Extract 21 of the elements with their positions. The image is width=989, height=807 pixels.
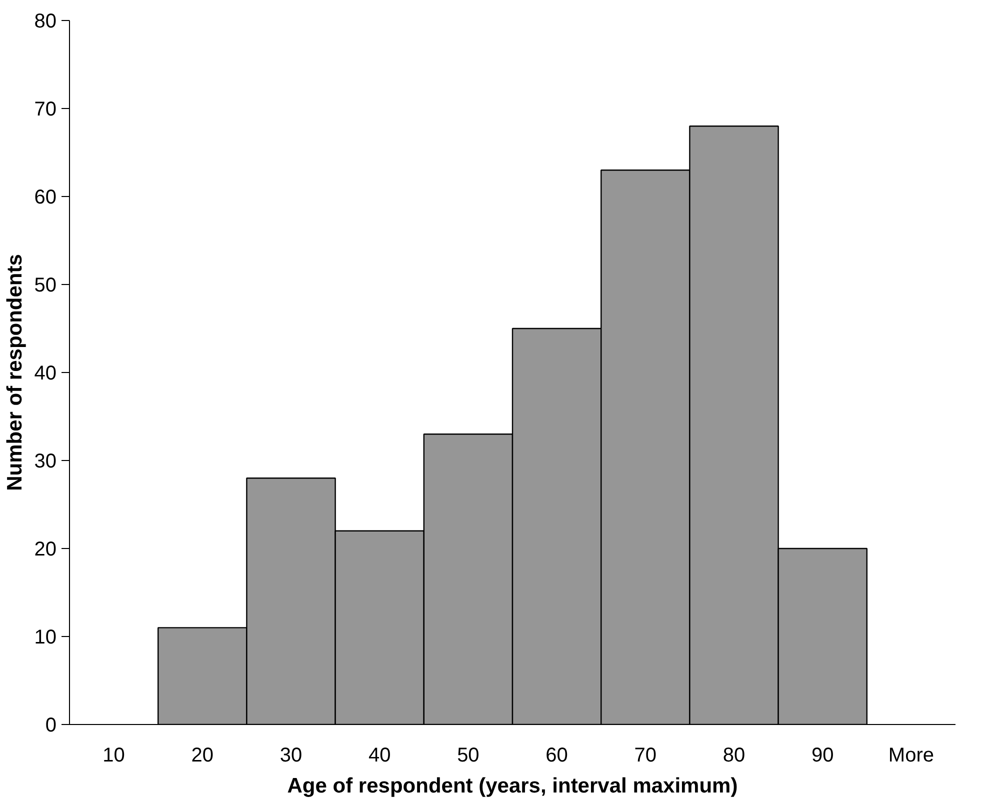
y-tick-label: 10 [34,626,57,648]
x-tick-label: 20 [191,744,214,766]
y-axis-title: Number of respondents [3,254,26,491]
x-tick-label: 50 [457,744,480,766]
y-tick-label: 30 [34,450,57,472]
x-tick-label: 80 [722,744,746,766]
x-tick-label: 40 [368,744,391,766]
x-tick-label: 60 [546,744,568,766]
x-tick-label: 10 [102,744,125,766]
x-tick-label: 70 [634,744,657,766]
y-tick-label: 70 [34,98,57,120]
y-tick-label: 0 [45,714,56,736]
x-axis-title: Age of respondent (years, interval maximum) [287,774,738,798]
y-tick-label: 50 [34,274,57,296]
y-tick-label: 60 [34,186,57,208]
y-tick-label: 20 [34,538,57,560]
x-tick-label: 30 [280,744,302,766]
y-tick-label: 40 [34,362,57,384]
y-tick-label: 80 [34,10,57,32]
x-tick-label: More [888,744,934,766]
x-tick-label: 90 [811,744,834,766]
